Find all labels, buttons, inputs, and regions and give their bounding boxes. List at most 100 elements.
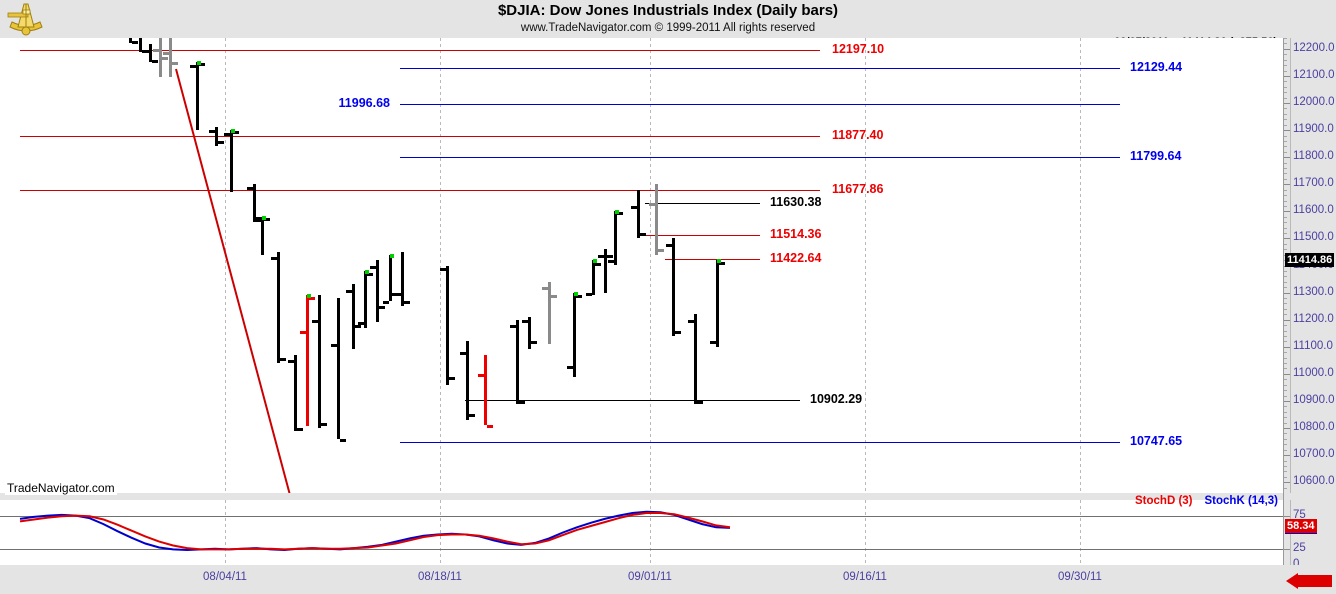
price-axis-tick-label: 10800.0 [1293,421,1335,433]
ohlc-close-tick [172,62,178,66]
ohlc-open-tick [209,130,215,134]
price-axis-minor-tick [1283,216,1287,218]
price-level-line[interactable] [20,190,820,192]
copyright-subtitle: www.TradeNavigator.com © 1999-2011 All r… [520,22,816,34]
price-chart-pane[interactable] [0,38,1283,493]
price-axis-minor-tick [1283,335,1287,337]
stochd-legend-label: StochD (3) [1135,495,1193,507]
price-axis-minor-tick [1283,444,1287,446]
price-level-label: 11996.68 [338,95,390,110]
ohlc-close-tick [340,438,346,442]
price-axis-minor-tick [1283,227,1287,229]
ohlc-open-tick [163,51,169,55]
price-level-line[interactable] [665,259,760,261]
price-level-line[interactable] [645,234,760,236]
ohlc-close-tick [487,424,493,428]
current-price-tag: 11414.86 [1285,253,1335,268]
price-level-line[interactable] [400,103,1120,105]
price-axis-minor-tick [1283,314,1287,316]
ohlc-open-tick [688,319,694,323]
ohlc-open-tick [666,243,672,247]
ohlc-close-tick [132,40,138,44]
scroll-right-arrow-icon[interactable] [1286,573,1332,589]
ohlc-bar-range [230,130,233,192]
price-level-label: 10902.29 [810,392,863,407]
price-axis-tick-mark [1283,157,1290,159]
price-axis-tick-label: 11100.0 [1293,339,1333,352]
ohlc-close-tick [719,261,725,265]
axis-border [1283,38,1284,565]
stochastic-chart-pane[interactable] [0,500,1283,565]
date-axis-label: 09/16/11 [843,571,887,583]
price-axis-tick-mark [1283,130,1290,132]
date-axis-label: 09/01/11 [628,571,672,583]
stochastic-legend: StochD (3) StochK (14,3) [1135,495,1278,507]
trendline[interactable] [0,38,1283,493]
ohlc-close-tick [199,62,205,66]
ohlc-bar-range [655,184,658,255]
ohlc-bar-range [376,260,379,323]
price-axis-minor-tick [1283,233,1287,234]
price-axis-minor-tick [1283,173,1287,175]
ohlc-close-tick [297,428,303,431]
ohlc-close-tick [617,212,623,216]
ohlc-open-tick [190,65,196,69]
tradenavigator-sextant-logo [7,3,43,36]
ohlc-open-tick [649,203,655,207]
price-axis-minor-tick [1283,281,1287,283]
ohlc-close-tick [152,59,158,63]
price-axis-minor-tick [1283,368,1287,370]
ohlc-open-tick [300,330,306,334]
price-axis-minor-tick [1283,178,1287,180]
ohlc-open-tick [567,365,573,369]
price-level-line[interactable] [20,136,820,138]
price-axis-minor-tick [1283,325,1287,327]
ohlc-bar-range [466,341,469,420]
vertical-gridline [865,38,866,493]
price-level-line[interactable] [400,442,1120,444]
price-axis-minor-tick [1283,298,1287,299]
ohlc-close-tick [519,400,525,404]
price-axis-minor-tick [1283,276,1287,278]
up-close-marker [197,61,201,66]
ohlc-close-tick [404,300,410,304]
chart-header: $DJIA: Dow Jones Industrials Index (Dail… [0,0,1336,38]
price-axis-tick-label: 11200.0 [1293,312,1334,325]
ohlc-close-tick [379,306,385,310]
ohlc-bar-range [637,189,640,239]
vertical-gridline [440,500,441,565]
price-axis-minor-tick [1283,379,1287,381]
stochastic-axis-tick-label: 0 [1293,558,1300,570]
price-axis-tick-label: 11000.0 [1293,366,1334,379]
price-axis-minor-tick [1283,308,1287,310]
ohlc-bar-range [196,62,199,131]
up-close-marker [390,253,394,258]
price-level-line[interactable] [645,203,760,205]
ohlc-open-tick [312,319,318,323]
price-axis-tick-label: 11700.0 [1293,177,1334,190]
ohlc-bar-range [253,184,256,223]
price-axis-tick-mark [1283,319,1290,321]
ohlc-close-tick [218,140,224,144]
date-axis[interactable] [0,565,1336,594]
price-axis-tick-label: 11500.0 [1293,231,1334,244]
price-axis-tick-mark [1283,455,1290,457]
price-level-line[interactable] [465,400,800,402]
ohlc-open-tick [598,254,604,258]
price-axis-minor-tick [1283,124,1287,126]
ohlc-bar-range [318,295,321,428]
price-level-line[interactable] [400,67,1120,69]
price-axis-tick-mark [1283,238,1290,240]
ohlc-bar-range [159,38,162,77]
price-axis-minor-tick [1283,449,1287,451]
price-axis-tick-mark [1283,48,1290,50]
ohlc-close-tick [321,422,327,426]
ohlc-close-tick [367,272,373,276]
price-level-line[interactable] [400,157,1120,159]
price-axis-minor-tick [1283,189,1287,191]
price-level-line[interactable] [20,49,820,51]
ohlc-bar-range [401,251,404,307]
watermark-label: TradeNavigator.com [5,481,117,495]
price-axis-minor-tick [1283,92,1287,94]
price-axis-minor-tick [1283,330,1287,332]
